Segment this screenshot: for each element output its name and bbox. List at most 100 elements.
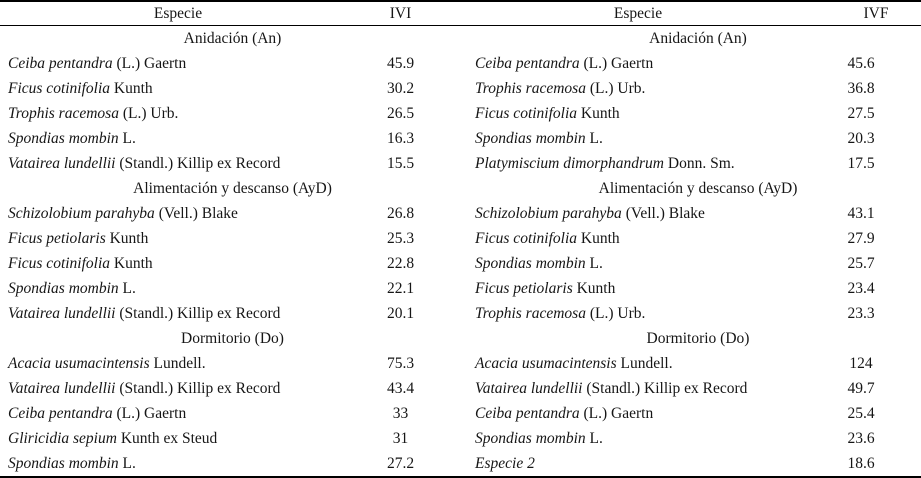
species-name: Ficus cotinifolia (8, 254, 111, 272)
ivf-value: 25.7 (847, 254, 875, 272)
species-authority: (Standl.) Killip ex Record (586, 379, 748, 397)
species-name: Trophis racemosa (8, 104, 119, 122)
species-name: Ceiba pentandra (475, 54, 580, 72)
species-name: Acacia usumacintensis (8, 354, 150, 372)
species-cell: Vatairea lundellii (Standl.) Killip ex R… (445, 380, 831, 398)
ivf-value: 17.5 (847, 154, 875, 172)
species-cell: Trophis racemosa (L.) Urb. (445, 80, 831, 98)
species-cell: Spondias mombin L. (445, 255, 831, 273)
column-header-especie-left: Especie (153, 4, 203, 22)
ivi-value: 26.8 (386, 204, 415, 222)
table-row: Ficus cotinifolia Kunth 22.8 Spondias mo… (0, 251, 921, 276)
species-authority: Kunth (113, 254, 153, 272)
section-row: Dormitorio (Do) Dormitorio (Do) (0, 326, 921, 351)
section-title-left: Alimentación y descanso (AyD) (133, 179, 332, 197)
species-cell: Trophis racemosa (L.) Urb. (445, 305, 831, 323)
species-name: Ficus cotinifolia (8, 79, 111, 97)
ivi-value: 26.5 (386, 104, 415, 122)
ivf-value: 25.4 (847, 404, 875, 422)
species-authority: (L.) Urb. (589, 304, 646, 322)
ivi-value: 75.3 (386, 354, 415, 372)
species-authority: Lundell. (153, 354, 206, 372)
species-authority: L. (589, 129, 603, 147)
species-authority: L. (589, 429, 603, 447)
section-title-right: Alimentación y descanso (AyD) (598, 179, 798, 197)
table-row: Vatairea lundellii (Standl.) Killip ex R… (0, 301, 921, 326)
species-cell: Trophis racemosa (L.) Urb. (0, 105, 356, 123)
species-cell: Acacia usumacintensis Lundell. (0, 355, 356, 373)
species-authority: L. (122, 454, 136, 472)
species-authority: (Standl.) Killip ex Record (119, 154, 281, 172)
ivi-value: 22.1 (386, 279, 415, 297)
species-name: Acacia usumacintensis (475, 354, 617, 372)
table-row: Spondias mombin L. 16.3 Spondias mombin … (0, 126, 921, 151)
section-title-left: Dormitorio (Do) (181, 329, 284, 347)
species-cell: Platymiscium dimorphandrum Donn. Sm. (445, 155, 831, 173)
species-cell: Vatairea lundellii (Standl.) Killip ex R… (0, 380, 356, 398)
species-cell: Gliricidia sepium Kunth ex Steud (0, 430, 356, 448)
species-cell: Schizolobium parahyba (Vell.) Blake (0, 205, 356, 223)
species-authority: (Vell.) Blake (625, 204, 705, 222)
species-name: Trophis racemosa (475, 304, 586, 322)
species-name: Platymiscium dimorphandrum (475, 154, 665, 172)
species-authority: Kunth (576, 279, 616, 297)
ivi-value: 27.2 (386, 454, 415, 472)
species-authority: Donn. Sm. (667, 154, 735, 172)
species-cell: Ficus petiolaris Kunth (445, 280, 831, 298)
ivf-value: 36.8 (847, 79, 875, 97)
table-header-row: Especie IVI Especie IVF (0, 2, 921, 26)
species-name: Ficus petiolaris (475, 279, 573, 297)
section-row: Anidación (An) Anidación (An) (0, 26, 921, 51)
species-cell: Ceiba pentandra (L.) Gaertn (445, 405, 831, 423)
species-cell: Acacia usumacintensis Lundell. (445, 355, 831, 373)
section-title-left: Anidación (An) (183, 29, 282, 47)
table-row: Acacia usumacintensis Lundell. 75.3 Acac… (0, 351, 921, 376)
species-name: Vatairea lundellii (8, 304, 116, 322)
ivi-value: 25.3 (386, 229, 415, 247)
table-row: Ceiba pentandra (L.) Gaertn 45.9 Ceiba p… (0, 51, 921, 76)
ivf-value: 18.6 (847, 454, 875, 472)
species-cell: Ficus cotinifolia Kunth (0, 255, 356, 273)
species-name: Vatairea lundellii (8, 154, 116, 172)
ivi-value: 31 (392, 429, 409, 447)
species-name: Especie 2 (475, 454, 535, 472)
species-name: Spondias mombin (8, 129, 119, 147)
table-row: Ceiba pentandra (L.) Gaertn 33 Ceiba pen… (0, 401, 921, 426)
ivi-value: 33 (392, 404, 409, 422)
ivf-value: 27.9 (847, 229, 875, 247)
species-cell: Spondias mombin L. (0, 280, 356, 298)
species-name: Ficus cotinifolia (475, 229, 578, 247)
ivf-value: 124 (849, 354, 873, 372)
table-row: Schizolobium parahyba (Vell.) Blake 26.8… (0, 201, 921, 226)
ivf-value: 45.6 (847, 54, 875, 72)
species-name: Ceiba pentandra (8, 404, 113, 422)
species-authority: (L.) Gaertn (116, 54, 187, 72)
species-authority: (L.) Gaertn (583, 404, 654, 422)
table-row: Ficus cotinifolia Kunth 30.2 Trophis rac… (0, 76, 921, 101)
species-name: Spondias mombin (475, 429, 586, 447)
species-authority: Kunth (580, 229, 620, 247)
ivi-value: 43.4 (386, 379, 415, 397)
species-cell: Ceiba pentandra (L.) Gaertn (0, 405, 356, 423)
species-name: Schizolobium parahyba (475, 204, 622, 222)
species-name: Trophis racemosa (475, 79, 586, 97)
species-authority: (Vell.) Blake (158, 204, 238, 222)
table-row: Spondias mombin L. 22.1 Ficus petiolaris… (0, 276, 921, 301)
species-authority: Kunth (109, 229, 149, 247)
column-header-ivf: IVF (863, 4, 889, 22)
table-row: Ficus petiolaris Kunth 25.3 Ficus cotini… (0, 226, 921, 251)
column-header-especie-right: Especie (613, 4, 663, 22)
section-title-right: Dormitorio (Do) (646, 329, 750, 347)
species-authority: (Standl.) Killip ex Record (119, 379, 281, 397)
species-name: Vatairea lundellii (475, 379, 583, 397)
species-name: Schizolobium parahyba (8, 204, 155, 222)
section-row: Alimentación y descanso (AyD) Alimentaci… (0, 176, 921, 201)
species-cell: Schizolobium parahyba (Vell.) Blake (445, 205, 831, 223)
ivf-value: 23.3 (847, 304, 875, 322)
species-name: Spondias mombin (8, 454, 119, 472)
ivf-value: 23.4 (847, 279, 875, 297)
species-cell: Spondias mombin L. (445, 430, 831, 448)
species-cell: Especie 2 (445, 455, 831, 473)
species-authority: Kunth ex Steud (120, 429, 218, 447)
